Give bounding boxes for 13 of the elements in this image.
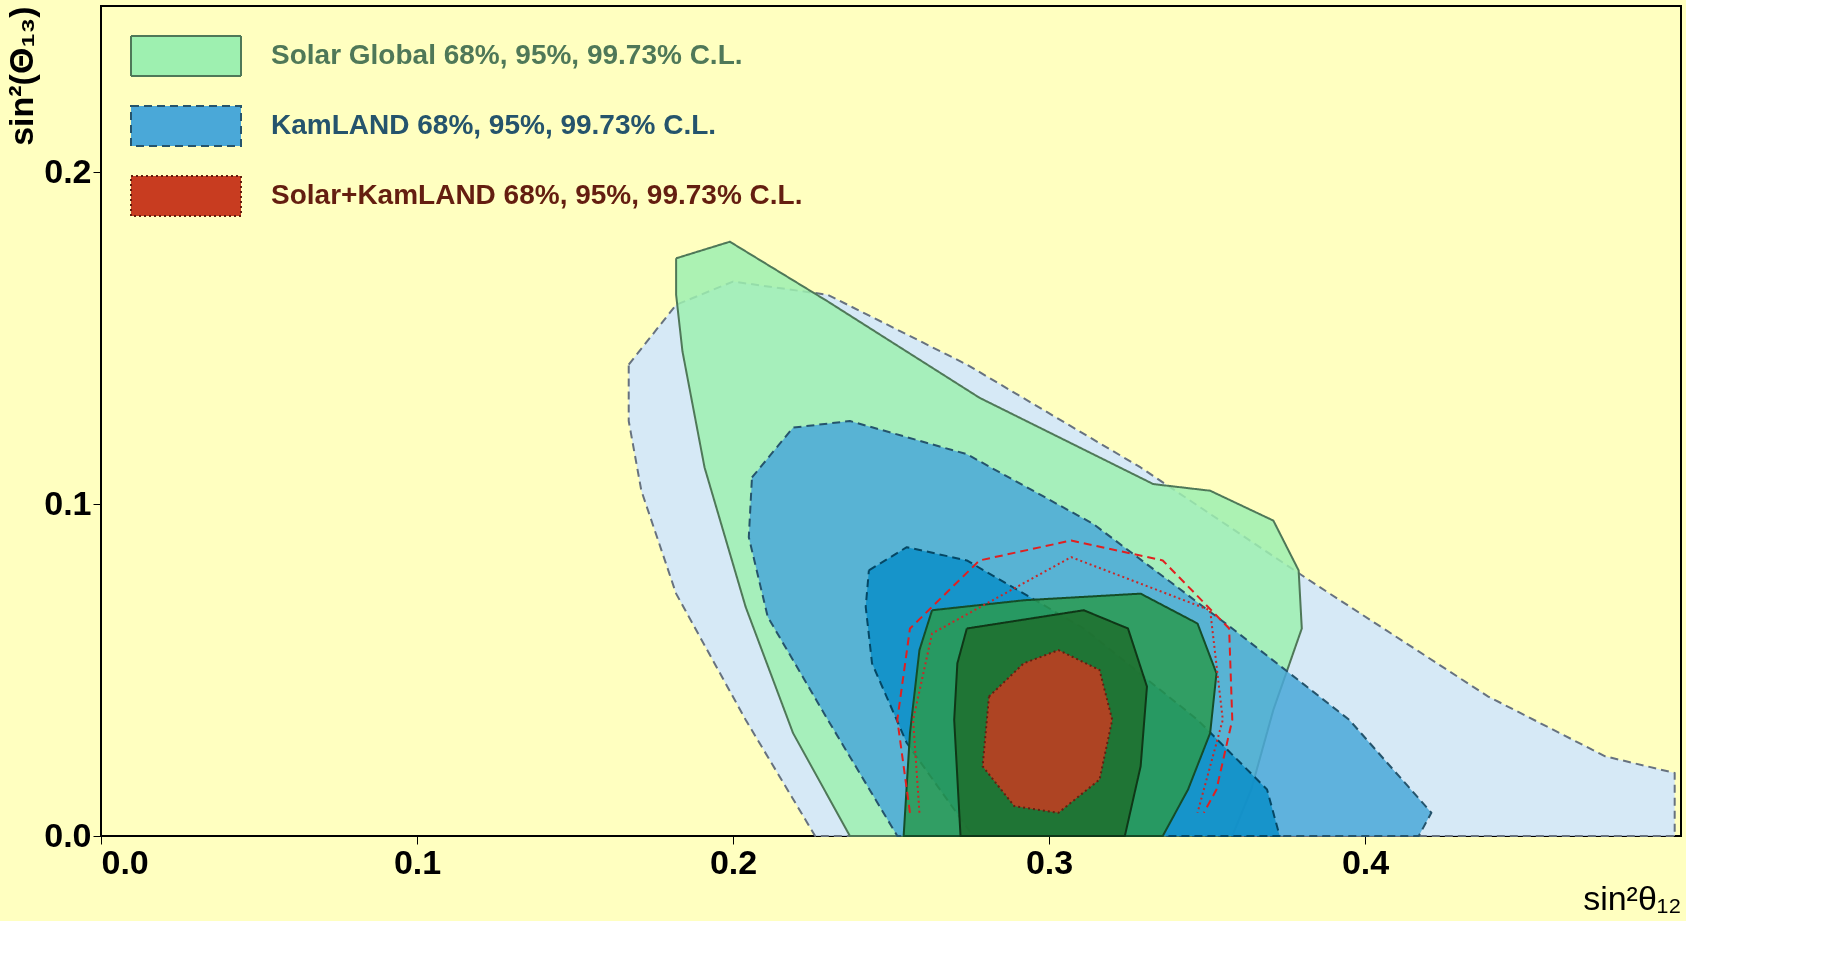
y-tick-label: 0.1 — [44, 483, 92, 522]
x-tick-label: 0.4 — [1341, 842, 1390, 881]
x-tick-label: 0.1 — [393, 842, 442, 881]
y-axis-title: sin²(Θ₁₃) — [2, 6, 41, 146]
y-tick-label: 0.0 — [44, 815, 92, 854]
x-tick-label: 0.2 — [709, 842, 758, 881]
legend-label: KamLAND 68%, 95%, 99.73% C.L. — [271, 109, 717, 140]
x-tick-label: 0.0 — [101, 842, 149, 881]
y-tick-label: 0.2 — [44, 151, 92, 190]
x-tick-label: 0.3 — [1025, 842, 1074, 881]
legend-label: Solar+KamLAND 68%, 95%, 99.73% C.L. — [271, 179, 803, 210]
x-axis-title: sin²θ₁₂ — [1583, 878, 1682, 917]
legend-label: Solar Global 68%, 95%, 99.73% C.L. — [271, 39, 743, 70]
